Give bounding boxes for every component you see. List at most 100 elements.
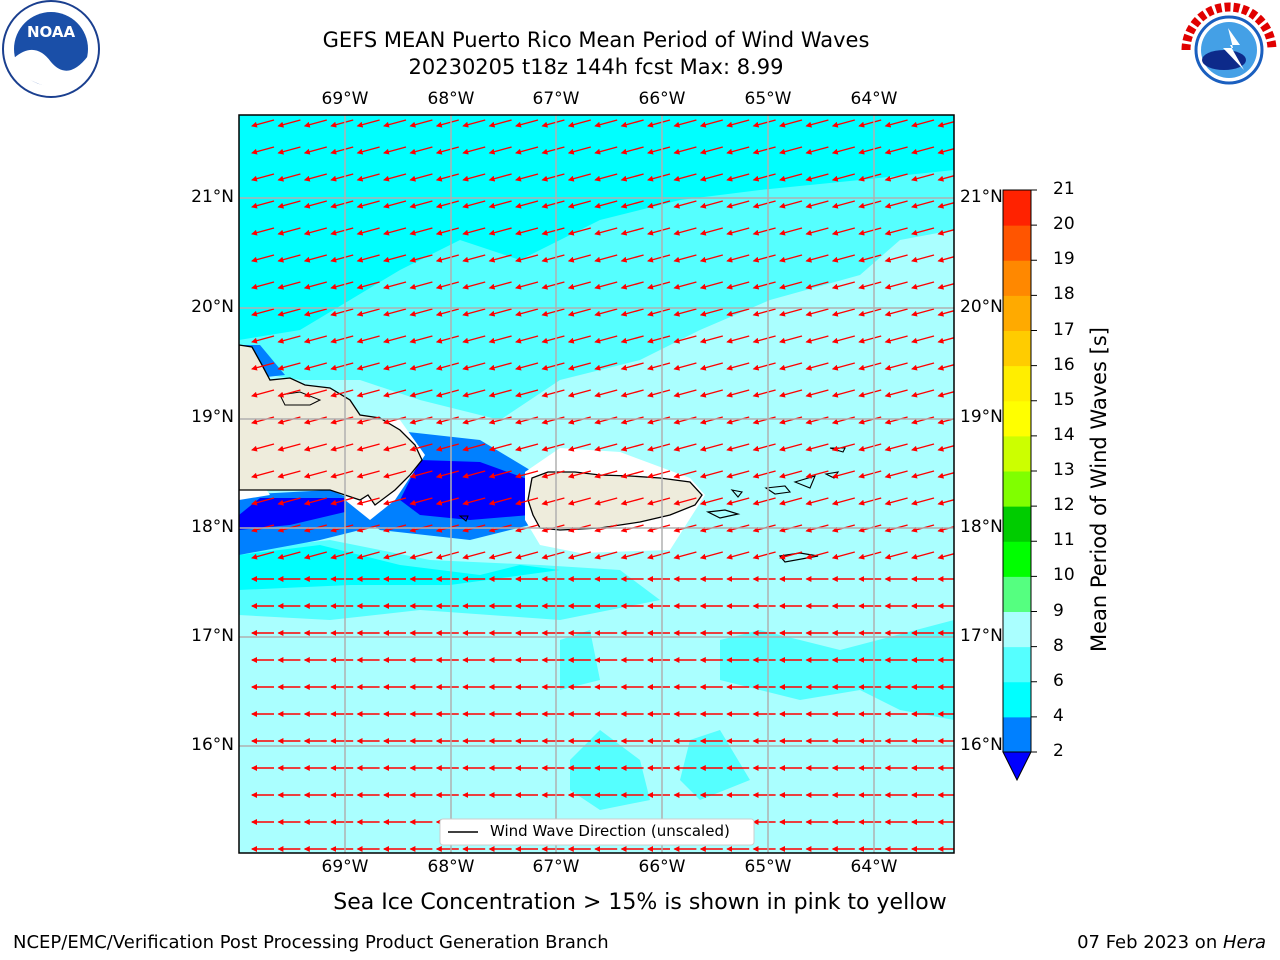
wind-wave-arrow bbox=[567, 389, 591, 398]
wind-wave-arrow bbox=[752, 416, 776, 425]
wind-wave-arrow bbox=[726, 308, 750, 317]
wind-wave-arrow bbox=[620, 227, 644, 236]
wind-wave-arrow bbox=[251, 308, 275, 317]
wind-wave-arrow bbox=[383, 335, 407, 344]
wind-wave-arrow bbox=[567, 146, 591, 155]
wind-wave-arrow bbox=[330, 362, 354, 371]
lon-label-top: 66°W bbox=[638, 89, 686, 109]
wind-wave-arrow bbox=[435, 227, 459, 236]
colorbar-bin bbox=[1003, 260, 1031, 296]
colorbar-tick-label: 17 bbox=[1053, 319, 1075, 340]
wind-wave-arrow bbox=[647, 281, 671, 290]
wind-wave-arrow bbox=[488, 551, 512, 560]
wind-wave-arrow bbox=[251, 119, 275, 128]
wind-wave-arrow bbox=[831, 200, 855, 209]
wind-wave-arrow bbox=[805, 416, 829, 425]
colorbar-bin bbox=[1003, 365, 1031, 402]
colorbar-bin bbox=[1003, 471, 1031, 507]
wind-wave-arrow bbox=[251, 362, 275, 371]
wind-wave-arrow bbox=[356, 389, 380, 398]
wind-wave-arrow bbox=[620, 119, 644, 128]
wind-wave-arrow bbox=[594, 200, 618, 209]
wind-wave-arrow bbox=[541, 443, 565, 452]
wind-wave-arrow bbox=[594, 362, 618, 371]
wind-wave-arrow bbox=[937, 283, 954, 290]
footer-left: NCEP/EMC/Verification Post Processing Pr… bbox=[13, 932, 609, 953]
wind-wave-arrow bbox=[515, 551, 539, 560]
colorbar-bin bbox=[1003, 330, 1031, 367]
wind-wave-arrow bbox=[435, 119, 459, 128]
lat-label-left: 21°N bbox=[191, 187, 234, 207]
wind-wave-arrow bbox=[726, 119, 750, 128]
wind-wave-arrow bbox=[488, 308, 512, 317]
wind-wave-arrow bbox=[805, 362, 829, 371]
colorbar-tick-label: 9 bbox=[1053, 600, 1064, 621]
wind-wave-arrow bbox=[541, 497, 565, 506]
colorbar-tick-label: 2 bbox=[1053, 741, 1064, 761]
wind-wave-arrow bbox=[567, 362, 591, 371]
wind-wave-arrow bbox=[515, 335, 539, 344]
wind-wave-arrow bbox=[937, 148, 954, 155]
wind-wave-arrow bbox=[911, 173, 935, 182]
wind-wave-arrow bbox=[541, 281, 565, 290]
colorbar-bin bbox=[1003, 716, 1031, 753]
wind-wave-arrow bbox=[303, 389, 327, 398]
wind-wave-arrow bbox=[330, 173, 354, 182]
lon-label-top: 65°W bbox=[744, 89, 792, 109]
wind-wave-arrow bbox=[779, 308, 803, 317]
wind-wave-arrow bbox=[673, 443, 697, 452]
colorbar-tick-label: 21 bbox=[1053, 179, 1075, 199]
wind-wave-arrow bbox=[911, 119, 935, 128]
wind-wave-arrow bbox=[858, 362, 882, 371]
wind-wave-arrow bbox=[831, 551, 855, 560]
wind-wave-arrow bbox=[858, 173, 882, 182]
wind-wave-arrow bbox=[303, 200, 327, 209]
wind-wave-arrow bbox=[831, 119, 855, 128]
colorbar-bin bbox=[1003, 646, 1031, 683]
wind-wave-arrow bbox=[831, 227, 855, 236]
wind-wave-arrow bbox=[884, 551, 908, 560]
lon-label-bottom: 65°W bbox=[744, 857, 792, 877]
wind-wave-arrow bbox=[330, 416, 354, 425]
wind-wave-arrow bbox=[752, 443, 776, 452]
lat-label-left: 18°N bbox=[191, 517, 234, 537]
wind-wave-arrow bbox=[699, 308, 723, 317]
wind-wave-arrow bbox=[779, 416, 803, 425]
wind-wave-arrow bbox=[277, 443, 301, 452]
wind-wave-arrow bbox=[383, 362, 407, 371]
wind-wave-arrow bbox=[356, 470, 380, 479]
wind-wave-arrow bbox=[594, 146, 618, 155]
wind-wave-arrow bbox=[911, 416, 935, 425]
wind-wave-arrow bbox=[409, 416, 433, 425]
wind-wave-arrow bbox=[383, 497, 407, 506]
wind-wave-arrow bbox=[884, 416, 908, 425]
wind-wave-arrow bbox=[541, 362, 565, 371]
wind-wave-arrow bbox=[303, 470, 327, 479]
wind-wave-arrow bbox=[409, 362, 433, 371]
wind-wave-arrow bbox=[462, 389, 486, 398]
wind-wave-arrow bbox=[647, 389, 671, 398]
lon-label-top: 69°W bbox=[321, 89, 369, 109]
wind-wave-arrow bbox=[779, 443, 803, 452]
wind-wave-arrow bbox=[805, 335, 829, 344]
wind-wave-arrow bbox=[673, 119, 697, 128]
wind-wave-arrow bbox=[911, 443, 935, 452]
wind-wave-arrow bbox=[541, 335, 565, 344]
wind-wave-arrow bbox=[515, 497, 539, 506]
wind-wave-arrow bbox=[673, 470, 697, 479]
wind-wave-arrow bbox=[752, 281, 776, 290]
wind-wave-arrow bbox=[620, 281, 644, 290]
wind-wave-arrow bbox=[673, 308, 697, 317]
wind-wave-arrow bbox=[673, 254, 697, 263]
wind-wave-arrow bbox=[647, 362, 671, 371]
wind-wave-arrow bbox=[620, 308, 644, 317]
wind-wave-arrow bbox=[647, 200, 671, 209]
lon-label-top: 68°W bbox=[427, 89, 475, 109]
wind-wave-arrow bbox=[488, 470, 512, 479]
wind-wave-arrow bbox=[752, 470, 776, 479]
wind-wave-arrow bbox=[567, 308, 591, 317]
wind-wave-arrow bbox=[541, 470, 565, 479]
wind-wave-arrow bbox=[937, 202, 954, 209]
wind-wave-arrow bbox=[541, 227, 565, 236]
wind-wave-arrow bbox=[330, 254, 354, 263]
